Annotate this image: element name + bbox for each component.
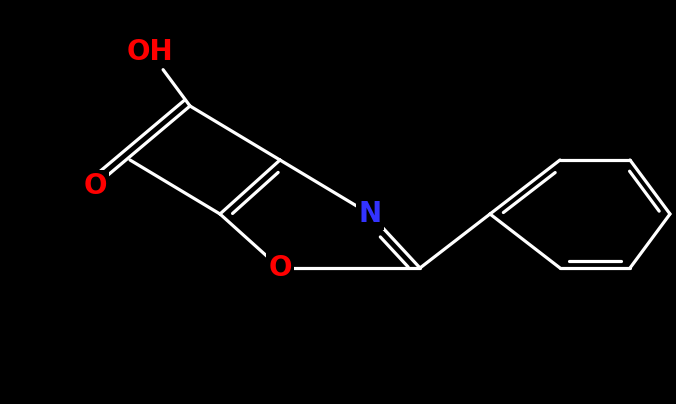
Text: O: O [268, 254, 292, 282]
Text: OH: OH [126, 38, 173, 66]
Text: O: O [83, 172, 107, 200]
Text: N: N [358, 200, 381, 228]
